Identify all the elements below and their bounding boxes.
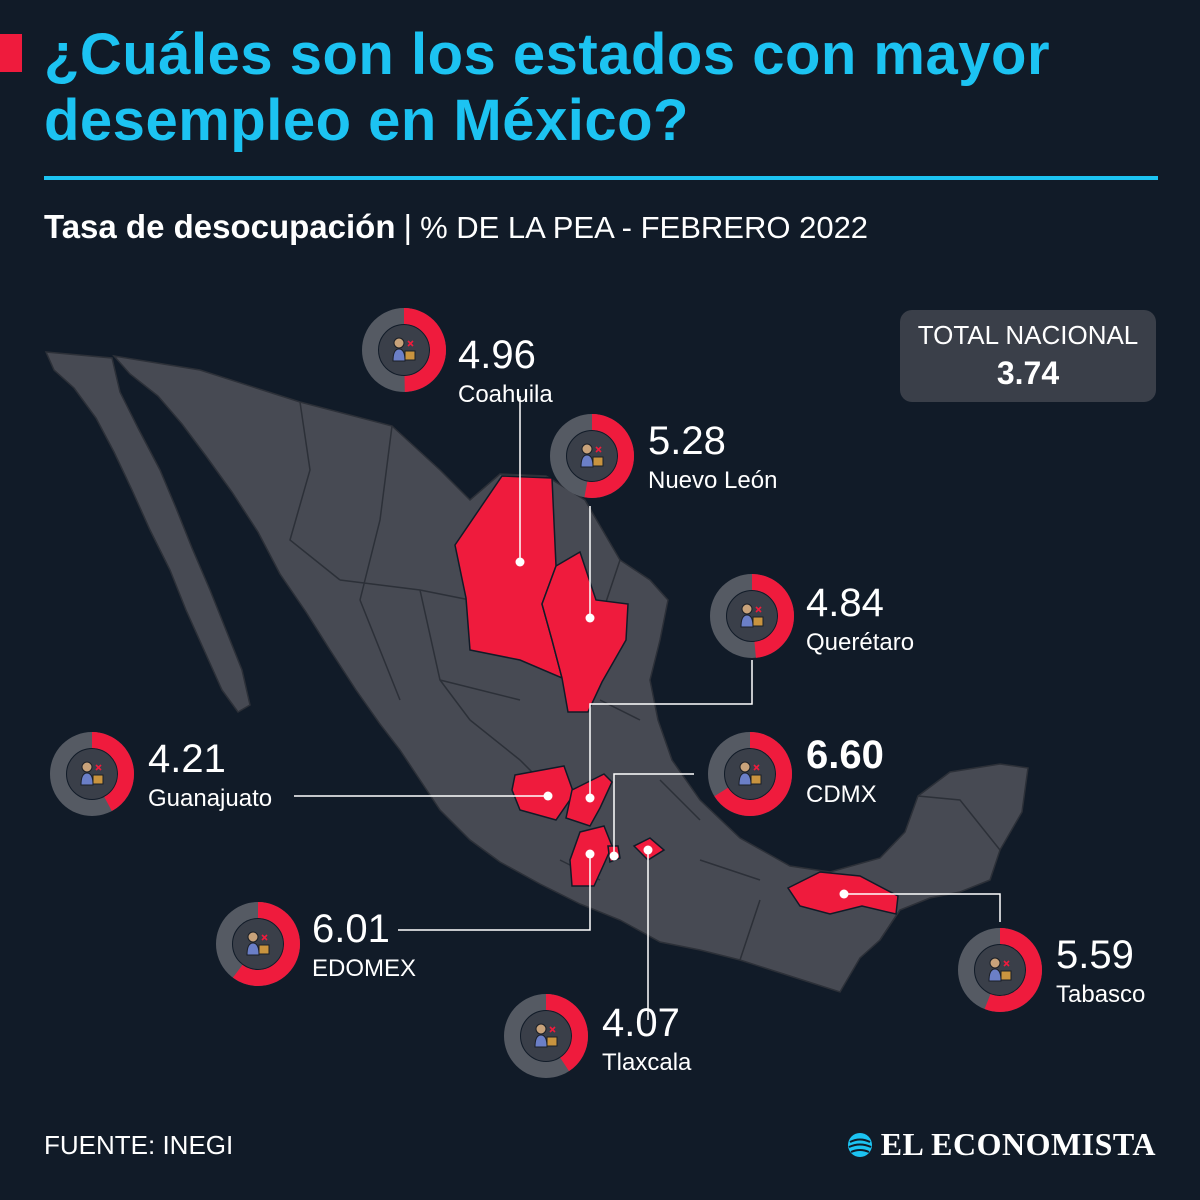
state-marker-queretaro — [585, 793, 595, 803]
unemployed-worker-icon — [580, 443, 604, 468]
value-label-queretaro: 4.84 — [806, 581, 884, 625]
ring-center-cdmx — [725, 749, 775, 799]
source-note: FUENTE: INEGI — [44, 1130, 234, 1160]
ring-center-tlaxcala — [521, 1011, 571, 1061]
leader-line-tabasco — [844, 893, 1001, 922]
page-title: ¿Cuáles son los estados con mayor desemp… — [44, 22, 1164, 154]
chart-subtitle: Tasa de desocupación |% DE LA PEA - FEBRE… — [44, 208, 868, 246]
leader-line-cdmx — [613, 773, 694, 856]
state-marker-tabasco — [839, 889, 849, 899]
state-marker-nuevo-leon — [585, 613, 595, 623]
brand-logo: EL ECONOMISTA — [847, 1126, 1156, 1163]
subtitle-separator: | — [403, 208, 413, 245]
unemployed-worker-icon — [740, 603, 764, 628]
ring-value-arc-nuevo-leon — [550, 414, 634, 498]
state-name-label-nuevo-leon: Nuevo León — [648, 467, 777, 494]
subtitle-unit: % DE LA PEA - FEBRERO 2022 — [420, 210, 869, 245]
state-name-label-cdmx: CDMX — [806, 781, 877, 808]
ring-nuevo-leon — [550, 414, 634, 498]
map-baja-peninsula — [44, 351, 251, 713]
state-name-label-guanajuato: Guanajuato — [148, 785, 272, 812]
leader-line-edomex — [398, 854, 591, 931]
subtitle-measure: Tasa de desocupación — [44, 208, 396, 245]
value-label-cdmx: 6.60 — [806, 733, 884, 777]
ring-center-tabasco — [975, 945, 1025, 995]
unemployed-worker-icon — [80, 761, 104, 786]
ring-queretaro — [710, 574, 794, 658]
ring-value-arc-queretaro — [710, 574, 794, 658]
unemployed-worker-icon — [988, 957, 1012, 982]
ring-center-queretaro — [727, 591, 777, 641]
state-nuevo-leon — [541, 550, 629, 713]
ring-center-guanajuato — [67, 749, 117, 799]
unemployed-worker-icon — [738, 761, 762, 786]
value-label-edomex: 6.01 — [312, 907, 390, 951]
ring-center-nuevo-leon — [567, 431, 617, 481]
ring-value-arc-guanajuato — [50, 732, 134, 816]
state-marker-tlaxcala — [643, 845, 653, 855]
state-name-label-edomex: EDOMEX — [312, 955, 416, 982]
state-marker-edomex — [585, 849, 595, 859]
unemployed-worker-icon — [246, 931, 270, 956]
accent-bar — [0, 34, 22, 72]
national-total-label: TOTAL NACIONAL — [917, 320, 1139, 350]
ring-edomex — [216, 902, 300, 986]
value-label-guanajuato: 4.21 — [148, 737, 226, 781]
unemployed-worker-icon — [534, 1023, 558, 1048]
ring-cdmx — [708, 732, 792, 816]
ring-value-arc-tabasco — [958, 928, 1042, 1012]
state-marker-guanajuato — [543, 791, 553, 801]
ring-value-arc-coahuila — [362, 308, 446, 392]
leader-line-queretaro — [589, 660, 753, 798]
ring-value-arc-tlaxcala — [504, 994, 588, 1078]
state-name-label-tabasco: Tabasco — [1056, 981, 1145, 1008]
unemployed-worker-icon — [392, 337, 416, 362]
brand-name: EL ECONOMISTA — [880, 1126, 1156, 1162]
national-total-value: 3.74 — [996, 355, 1060, 391]
state-guanajuato — [511, 765, 575, 821]
title-line-2: desempleo en México? — [44, 88, 689, 153]
ring-tlaxcala — [504, 994, 588, 1078]
state-name-label-coahuila: Coahuila — [458, 381, 553, 408]
ring-guanajuato — [50, 732, 134, 816]
ring-center-coahuila — [379, 325, 429, 375]
state-marker-coahuila — [515, 557, 525, 567]
ring-center-edomex — [233, 919, 283, 969]
ring-value-arc-edomex — [216, 902, 300, 986]
value-label-coahuila: 4.96 — [458, 333, 536, 377]
value-label-tabasco: 5.59 — [1056, 933, 1134, 977]
ring-coahuila — [362, 308, 446, 392]
title-line-1: ¿Cuáles son los estados con mayor — [44, 22, 1051, 87]
value-label-tlaxcala: 4.07 — [602, 1001, 680, 1045]
title-divider — [44, 176, 1158, 180]
national-total-box: TOTAL NACIONAL 3.74 — [900, 310, 1156, 402]
highlighted-states — [454, 475, 899, 915]
leader-lines — [294, 396, 1001, 1020]
ring-value-arc-cdmx — [708, 732, 792, 816]
state-marker-cdmx — [609, 851, 619, 861]
state-name-label-tlaxcala: Tlaxcala — [602, 1049, 692, 1076]
value-label-nuevo-leon: 5.28 — [648, 419, 726, 463]
ring-tabasco — [958, 928, 1042, 1012]
state-name-label-queretaro: Querétaro — [806, 629, 914, 656]
value-rings: 4.96 Coahuila 5.28 Nuevo León 4.84 Querétaro 4… — [50, 308, 1145, 1078]
brand-globe-icon — [847, 1132, 872, 1157]
